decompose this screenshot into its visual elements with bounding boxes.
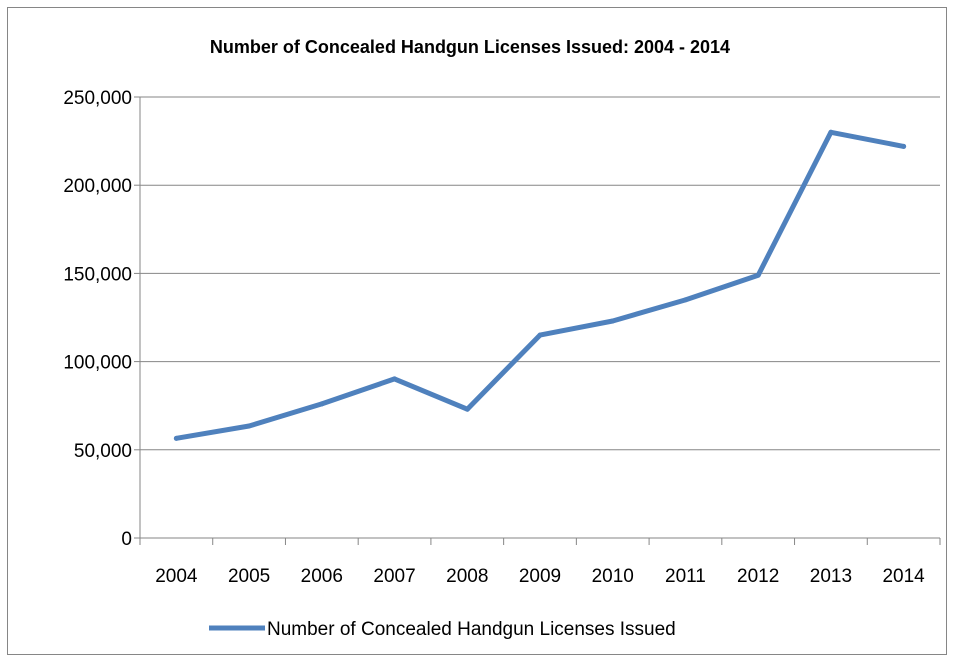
data-point	[610, 318, 616, 324]
x-tick-label: 2010	[592, 566, 634, 587]
y-tick-label: 0	[121, 529, 132, 550]
y-tick-label: 100,000	[63, 353, 132, 374]
x-tick-label: 2011	[665, 566, 706, 587]
x-tick-label: 2009	[519, 566, 561, 587]
legend: Number of Concealed Handgun Licenses Iss…	[209, 619, 676, 640]
x-tick-label: 2012	[737, 566, 779, 587]
x-tick-label: 2008	[446, 566, 488, 587]
x-tick-label: 2004	[155, 566, 198, 587]
x-tick-label: 2007	[373, 566, 415, 587]
x-tick-labels: 2004 2005 2006 2007 2008 2009 2010 2011 2012 2013…	[155, 566, 925, 587]
data-point	[901, 143, 907, 149]
data-point	[755, 272, 761, 278]
data-point	[173, 435, 179, 441]
data-point	[682, 297, 688, 303]
y-tick-label: 200,000	[63, 176, 132, 197]
legend-label: Number of Concealed Handgun Licenses Iss…	[267, 619, 676, 640]
chart-title: Number of Concealed Handgun Licenses Iss…	[210, 37, 730, 57]
y-tick-label: 150,000	[63, 264, 132, 285]
series-lines	[173, 129, 907, 441]
data-point	[319, 401, 325, 407]
gridlines	[140, 96, 940, 451]
y-tick-label: 50,000	[74, 441, 132, 462]
y-tick-labels: 0 50,000 100,000 150,000 200,000 250,000	[63, 88, 132, 550]
y-tick-label: 250,000	[63, 88, 132, 109]
x-tick-label: 2005	[228, 566, 270, 587]
chart-frame	[7, 7, 947, 655]
data-point	[246, 423, 252, 429]
x-tick-label: 2006	[301, 566, 343, 587]
x-tick-label: 2014	[882, 566, 925, 587]
x-tick-label: 2013	[810, 566, 852, 587]
data-point	[537, 332, 543, 338]
data-point	[828, 129, 834, 135]
data-point	[392, 376, 398, 382]
series-line	[173, 129, 907, 441]
data-point	[464, 406, 470, 412]
axes	[134, 96, 941, 545]
